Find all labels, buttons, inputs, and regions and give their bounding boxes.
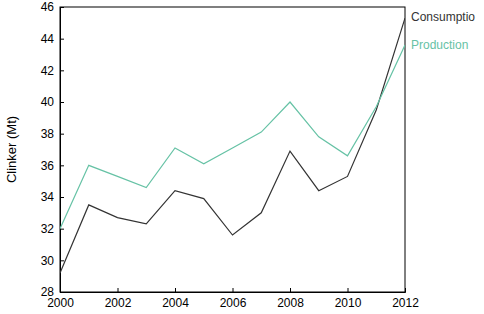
legend: Consumptio Production [411,10,475,52]
lines [60,18,405,273]
x-tick-mark [118,288,119,292]
x-tick: 2010 [335,288,362,310]
y-tick: 36 [41,159,64,173]
x-tick: 2006 [220,288,247,310]
x-tick-label: 2004 [162,296,189,310]
y-tick: 32 [41,222,64,236]
x-tick-label: 2008 [277,296,304,310]
x-tick-mark [348,288,349,292]
x-tick-label: 2002 [105,296,132,310]
y-tick-label: 44 [41,32,55,46]
x-tick-mark [233,288,234,292]
y-tick-mark [60,102,64,103]
x-tick-mark [405,288,406,292]
plot: 2000200220042006200820102012283032343638… [41,0,420,309]
y-tick: 38 [41,127,64,141]
x-tick: 2012 [392,288,419,310]
x-axis: 2000200220042006200820102012 [47,288,419,310]
y-tick: 34 [41,190,64,204]
x-axis-line [61,288,406,293]
chart: 2000200220042006200820102012283032343638… [0,0,484,314]
y-tick: 42 [41,64,64,78]
y-tick: 40 [41,95,64,109]
y-tick-mark [60,260,64,261]
series-line [60,45,405,229]
y-tick-label: 28 [41,285,55,299]
frame [60,7,405,292]
y-tick-mark [60,165,64,166]
y-tick-mark [60,197,64,198]
x-tick-mark [290,288,291,292]
y-tick-mark [60,229,64,230]
y-tick-mark [60,70,64,71]
x-tick: 2002 [105,288,132,310]
y-tick-label: 46 [41,0,55,14]
y-tick-mark [60,134,64,135]
y-axis-line [61,8,65,293]
x-tick-label: 2006 [220,296,247,310]
y-axis-title: Clinker (Mt) [4,116,19,183]
x-tick: 2004 [162,288,189,310]
y-tick-label: 42 [41,64,55,78]
y-tick-mark [60,292,64,293]
x-tick-label: 2012 [392,296,419,310]
y-tick-label: 40 [41,95,55,109]
y-tick-mark [60,7,64,8]
y-tick: 30 [41,254,64,268]
y-tick-label: 30 [41,254,55,268]
series-line [60,18,405,273]
y-tick-label: 38 [41,127,55,141]
x-tick-label: 2010 [335,296,362,310]
y-tick: 44 [41,32,64,46]
x-tick: 2008 [277,288,304,310]
legend-label: Consumptio [411,10,475,24]
y-tick: 28 [41,285,64,299]
y-tick-label: 32 [41,222,55,236]
y-axis: 28 30 32 34 36 38 40 42 44 46 [41,0,64,299]
y-tick-mark [60,39,64,40]
x-tick-mark [175,288,176,292]
y-tick-label: 36 [41,159,55,173]
y-tick-label: 34 [41,190,55,204]
y-tick: 46 [41,0,64,14]
legend-label: Production [411,38,468,52]
